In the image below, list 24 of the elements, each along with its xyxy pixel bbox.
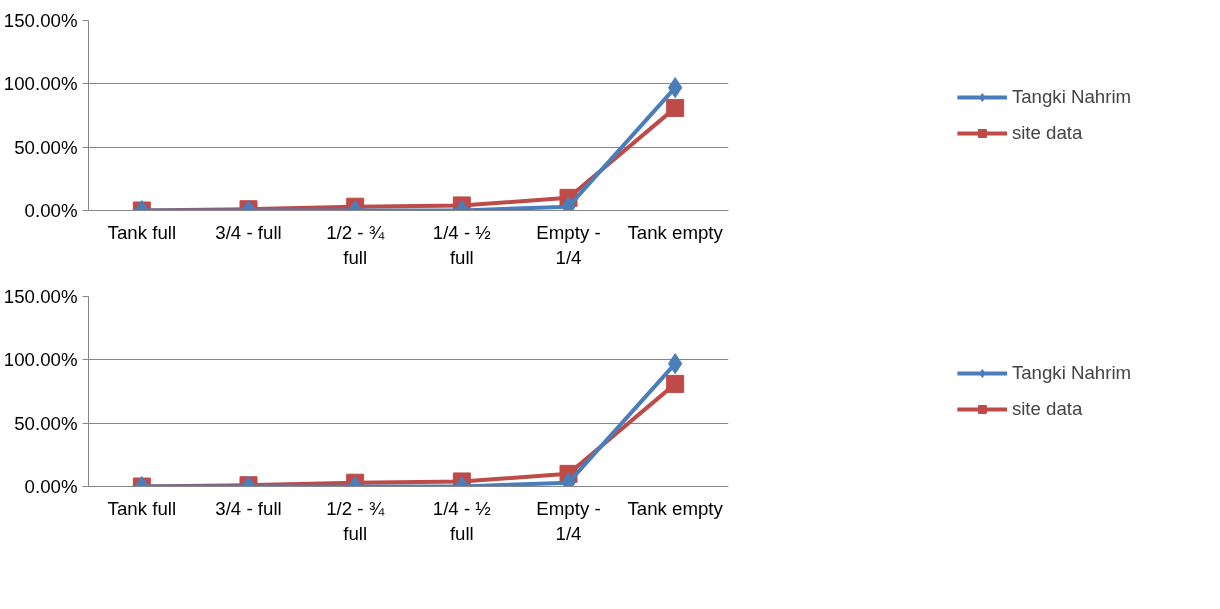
x-tick-label: Tank full [107, 221, 177, 243]
x-tick-label: Tank full [107, 497, 177, 519]
x-tick-label: Tank empty [627, 221, 724, 243]
x-tick-label: 3/4 - full [215, 497, 282, 519]
y-tick-label: 100.00% [3, 73, 78, 95]
legend-label: site data [1011, 398, 1083, 420]
legend-label: site data [1011, 122, 1083, 144]
y-tick-label: 150.00% [3, 10, 78, 31]
y-tick-label: 0.00% [24, 200, 78, 221]
legend-label: Tangki Nahrim [1011, 86, 1132, 108]
x-tick-label: Tank empty [627, 497, 724, 519]
y-tick-label: 100.00% [3, 349, 78, 371]
y-tick-label: 0.00% [24, 476, 78, 497]
x-tick-label: Empty - 1/4 [536, 497, 601, 544]
legend-label: Tangki Nahrim [1011, 362, 1132, 384]
y-tick-label: 50.00% [14, 412, 78, 434]
x-tick-label: Empty - 1/4 [536, 221, 601, 268]
y-tick-label: 150.00% [3, 286, 78, 307]
x-tick-label: 1/4 - ½ full [432, 221, 492, 268]
x-tick-label: 1/4 - ½ full [432, 497, 492, 544]
x-tick-label: 3/4 - full [215, 221, 282, 243]
x-tick-label: 1/2 - ¾ full [326, 221, 385, 268]
y-tick-label: 50.00% [14, 136, 78, 158]
x-tick-label: 1/2 - ¾ full [326, 497, 385, 544]
